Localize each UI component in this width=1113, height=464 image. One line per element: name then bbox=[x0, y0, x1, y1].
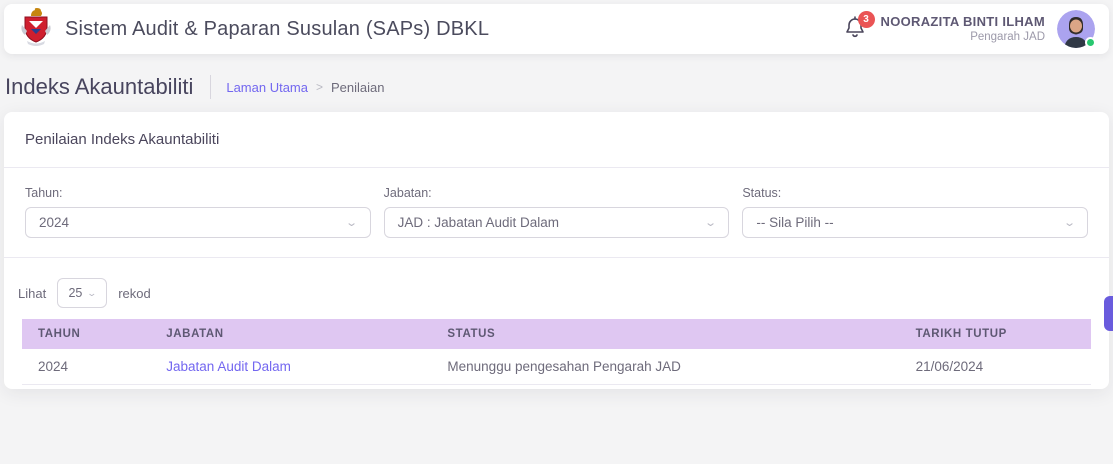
filter-jabatan: Jabatan: JAD : Jabatan Audit Dalam ⌄ bbox=[383, 186, 730, 238]
jabatan-select[interactable]: JAD : Jabatan Audit Dalam ⌄ bbox=[383, 207, 730, 238]
breadcrumb-home-link[interactable]: Laman Utama bbox=[226, 79, 308, 95]
breadcrumb-current: Penilaian bbox=[331, 79, 385, 95]
user-info: NOORAZITA BINTI ILHAM Pengarah JAD bbox=[881, 14, 1045, 45]
per-page-value: 25 bbox=[68, 286, 83, 300]
breadcrumb-divider bbox=[210, 75, 212, 99]
app-title: Sistem Audit & Paparan Susulan (SAPs) DB… bbox=[65, 17, 490, 40]
top-navbar: Sistem Audit & Paparan Susulan (SAPs) DB… bbox=[4, 4, 1109, 54]
online-status-dot bbox=[1085, 37, 1096, 48]
column-header-jabatan: JABATAN bbox=[166, 328, 224, 340]
brand: Sistem Audit & Paparan Susulan (SAPs) DB… bbox=[18, 7, 489, 52]
table-row: 2024 Jabatan Audit Dalam Menunggu penges… bbox=[22, 349, 1091, 385]
bell-icon bbox=[843, 16, 867, 45]
status-label: Status: bbox=[742, 186, 782, 200]
filter-status: Status: -- Sila Pilih -- ⌄ bbox=[742, 186, 1089, 238]
jabatan-label: Jabatan: bbox=[383, 186, 432, 200]
chevron-down-icon: ⌄ bbox=[345, 217, 359, 229]
penilaian-table: TAHUN JABATAN STATUS TARIKH TUTUP 2024 J… bbox=[22, 319, 1091, 385]
notifications-button[interactable]: 3 bbox=[843, 11, 875, 45]
tahun-label: Tahun: bbox=[25, 186, 63, 200]
user-avatar[interactable] bbox=[1057, 10, 1096, 48]
records-suffix-label: rekod bbox=[118, 285, 151, 301]
status-select-value: -- Sila Pilih -- bbox=[756, 215, 834, 230]
breadcrumb: Indeks Akauntabiliti Laman Utama > Penil… bbox=[5, 70, 1105, 104]
tahun-select-value: 2024 bbox=[39, 215, 70, 230]
user-role: Pengarah JAD bbox=[970, 30, 1045, 43]
filter-section: Tahun: 2024 ⌄ Jabatan: JAD : Jabatan Aud… bbox=[4, 168, 1109, 258]
jabatan-select-value: JAD : Jabatan Audit Dalam bbox=[397, 215, 560, 230]
records-per-page-row: Lihat 25 ⌄ rekod bbox=[4, 258, 1109, 319]
chevron-down-icon: ⌄ bbox=[704, 217, 718, 229]
per-page-select[interactable]: 25 ⌄ bbox=[57, 278, 108, 308]
records-prefix-label: Lihat bbox=[18, 285, 47, 301]
chevron-down-icon: ⌄ bbox=[86, 287, 98, 298]
status-select[interactable]: -- Sila Pilih -- ⌄ bbox=[742, 207, 1089, 238]
customizer-toggle-button[interactable] bbox=[1104, 296, 1113, 331]
cell-status: Menunggu pengesahan Pengarah JAD bbox=[431, 349, 900, 385]
table-header-row: TAHUN JABATAN STATUS TARIKH TUTUP bbox=[22, 319, 1091, 349]
column-header-status: STATUS bbox=[447, 328, 496, 340]
cell-tarikh-tutup: 21/06/2024 bbox=[899, 349, 1091, 385]
tahun-select[interactable]: 2024 ⌄ bbox=[25, 207, 371, 238]
card-title: Penilaian Indeks Akauntabiliti bbox=[4, 112, 1109, 168]
penilaian-card: Penilaian Indeks Akauntabiliti Tahun: 20… bbox=[4, 112, 1109, 389]
chevron-right-icon: > bbox=[316, 80, 324, 94]
chevron-down-icon: ⌄ bbox=[1062, 217, 1076, 229]
column-header-tahun: TAHUN bbox=[38, 328, 81, 340]
page-title: Indeks Akauntabiliti bbox=[5, 74, 194, 99]
jabatan-link[interactable]: Jabatan Audit Dalam bbox=[166, 358, 291, 374]
cell-tahun: 2024 bbox=[22, 349, 151, 385]
notification-count-badge: 3 bbox=[857, 11, 875, 28]
filter-tahun: Tahun: 2024 ⌄ bbox=[25, 186, 371, 238]
user-name: NOORAZITA BINTI ILHAM bbox=[880, 13, 1045, 29]
dbkl-crest-logo bbox=[18, 7, 54, 52]
column-header-tarikh-tutup: TARIKH TUTUP bbox=[915, 328, 1007, 340]
